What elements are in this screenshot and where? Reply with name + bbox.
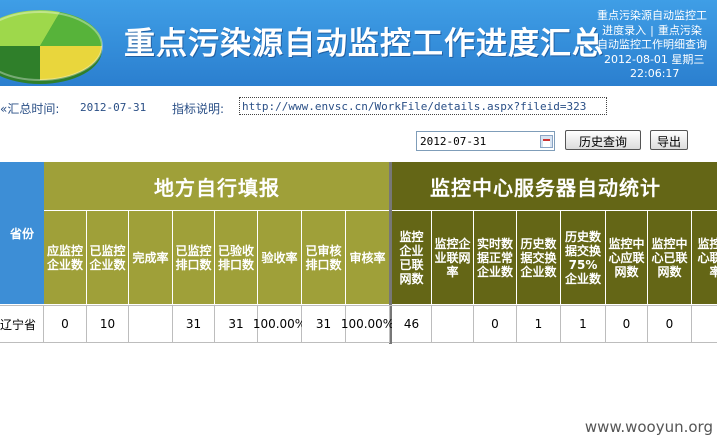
indicator-label: 指标说明:: [172, 102, 225, 116]
summary-time-label: «汇总时间:: [0, 102, 60, 116]
nav-link-summary[interactable]: 重点污染源自动监控工: [597, 9, 707, 22]
local-col-header-1: 应监控企业数: [44, 210, 87, 304]
local-col-header-5: 已验收排口数: [215, 210, 258, 304]
watermark: www.wooyun.org: [584, 418, 713, 436]
province-cell: 辽宁省: [0, 306, 44, 343]
local-cell-6: 100.00%: [253, 306, 306, 343]
center-col-header-7: 监控中心已联网数: [648, 210, 692, 304]
local-cell-2: 10: [87, 306, 129, 343]
local-cell-7: 31: [302, 306, 346, 343]
center-cell-7: 0: [648, 306, 692, 343]
center-col-header-6: 监控中心应联网数: [606, 210, 648, 304]
local-col-header-4: 已监控排口数: [173, 210, 215, 304]
center-col-header-8: 监控中心联网率: [692, 210, 717, 304]
indicator-link[interactable]: http://www.envsc.cn/WorkFile/details.asp…: [239, 97, 607, 115]
center-col-header-1: 监控企业已联网数: [392, 210, 432, 304]
nav-link-key-pollution[interactable]: 重点污染: [657, 23, 702, 37]
nav-link-entry[interactable]: 进度录入: [602, 23, 647, 37]
center-col-header-2: 监控企业联网率: [432, 210, 474, 304]
center-cell-8: [692, 306, 717, 343]
local-cell-4: 31: [173, 306, 215, 343]
page-title: 重点污染源自动监控工作进度汇总: [124, 26, 604, 62]
summary-time-value: 2012-07-31: [80, 101, 147, 114]
calendar-icon[interactable]: [540, 135, 553, 148]
local-cell-1: 0: [44, 306, 87, 343]
center-col-header-4: 历史数据交换企业数: [517, 210, 561, 304]
nav-link-detail-query[interactable]: 自动监控工作明细查询: [597, 38, 707, 51]
nav-separator: |: [650, 23, 654, 37]
date-input[interactable]: 2012-07-31: [416, 131, 555, 151]
center-col-header-3: 实时数据正常企业数: [474, 210, 517, 304]
local-col-header-7: 已审核排口数: [302, 210, 346, 304]
local-col-header-6: 验收率: [258, 210, 302, 304]
group-divider: [389, 162, 392, 344]
history-query-button[interactable]: 历史查询: [565, 130, 641, 150]
row-separator: [0, 305, 717, 306]
center-cell-5: 1: [561, 306, 606, 343]
center-cell-3: 0: [474, 306, 517, 343]
center-cell-4: 1: [517, 306, 561, 343]
local-cell-8: 100.00%: [341, 306, 394, 343]
nav-link-row2: 进度录入 | 重点污染: [582, 24, 717, 39]
export-button[interactable]: 导出: [650, 130, 688, 150]
local-cell-3: [129, 306, 173, 343]
local-col-header-3: 完成率: [129, 210, 173, 304]
center-cell-2: [432, 306, 474, 343]
center-col-header-5: 历史数据交换75%企业数: [561, 210, 606, 304]
top-nav-links: 重点污染源自动监控工 进度录入 | 重点污染 自动监控工作明细查询 2012-08-…: [582, 9, 717, 82]
local-col-header-8: 审核率: [346, 210, 390, 304]
pie-chart-logo-icon: [0, 10, 103, 84]
group-header-center: 监控中心服务器自动统计: [390, 162, 717, 210]
current-time: 22:06:17: [630, 67, 680, 80]
current-date: 2012-08-01 星期三: [604, 52, 705, 66]
header-banner: 重点污染源自动监控工作进度汇总 重点污染源自动监控工 进度录入 | 重点污染 自动监…: [0, 0, 717, 86]
center-cell-1: 46: [392, 306, 432, 343]
local-col-header-2: 已监控企业数: [87, 210, 129, 304]
info-bar: «汇总时间: 2012-07-31 指标说明: http://www.envsc…: [0, 86, 717, 130]
local-cell-5: 31: [215, 306, 258, 343]
province-header: 省份: [0, 162, 44, 304]
group-header-local: 地方自行填报: [44, 162, 390, 210]
center-cell-6: 0: [606, 306, 648, 343]
